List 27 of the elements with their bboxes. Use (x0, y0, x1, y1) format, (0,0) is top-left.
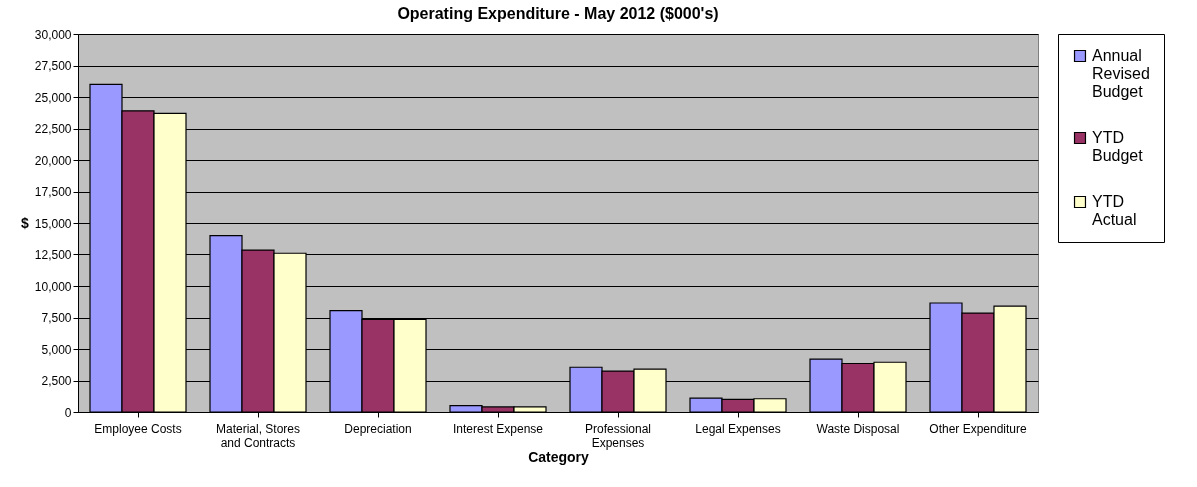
y-tick-label: 7,500 (41, 311, 72, 325)
x-tick-label: Material, Stores and Contracts (215, 421, 301, 450)
y-tick-label: 20,000 (34, 153, 72, 168)
legend-label: Annual Revised Budget (1092, 47, 1150, 100)
x-tick-label: Legal Expenses (695, 421, 781, 436)
y-tick-label: 10,000 (34, 279, 72, 294)
y-tick-label: 0 (64, 405, 72, 420)
x-tick-label: Other Expenditure (929, 421, 1028, 436)
x-tick-label: Employee Costs (94, 421, 182, 436)
y-tick-label: 15,000 (34, 216, 72, 231)
y-tick-label: 25,000 (34, 90, 72, 105)
y-tick-label: 12,500 (34, 248, 72, 262)
legend-label: YTD Budget (1092, 129, 1144, 164)
x-tick-label: Waste Disposal (816, 421, 900, 436)
x-tick-label: Interest Expense (452, 421, 544, 436)
y-tick-label: 2,500 (41, 374, 72, 388)
y-tick-label: 17,500 (34, 185, 72, 199)
y-axis-title: $ (21, 214, 29, 231)
chart-title: Operating Expenditure - May 2012 ($000's) (397, 5, 719, 22)
y-tick-label: 22,500 (34, 122, 72, 136)
legend-label: YTD Actual (1092, 193, 1137, 228)
x-tick-label: Depreciation (344, 421, 412, 436)
y-tick-label: 5,000 (41, 342, 72, 357)
x-tick-label: Professional Expenses (584, 421, 652, 450)
y-tick-label: 27,500 (34, 59, 72, 73)
x-axis-title: Category (528, 448, 590, 465)
y-tick-label: 30,000 (34, 27, 72, 42)
